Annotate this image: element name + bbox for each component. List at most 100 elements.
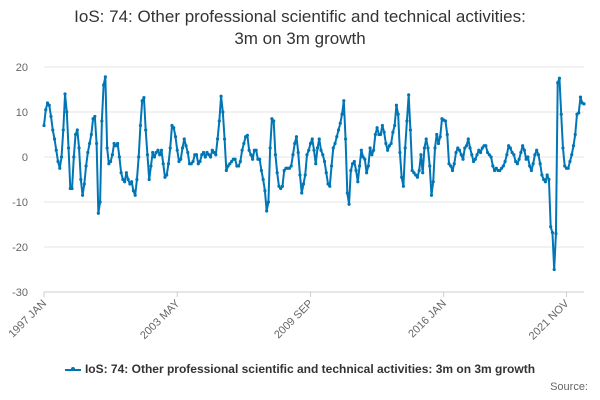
- data-point[interactable]: [314, 162, 318, 166]
- data-point[interactable]: [321, 153, 325, 157]
- data-point[interactable]: [338, 121, 342, 125]
- data-point[interactable]: [44, 108, 48, 112]
- data-point[interactable]: [77, 146, 81, 150]
- data-point[interactable]: [80, 193, 85, 197]
- data-point[interactable]: [145, 153, 150, 157]
- data-point[interactable]: [54, 148, 58, 152]
- data-point[interactable]: [272, 119, 276, 123]
- data-point[interactable]: [194, 153, 199, 157]
- data-point[interactable]: [172, 126, 176, 130]
- data-point[interactable]: [293, 141, 297, 146]
- data-point[interactable]: [112, 141, 116, 146]
- data-point[interactable]: [447, 162, 451, 166]
- data-point[interactable]: [166, 162, 171, 166]
- data-point[interactable]: [161, 162, 165, 166]
- data-point[interactable]: [180, 146, 185, 150]
- data-point[interactable]: [352, 159, 356, 164]
- data-point[interactable]: [280, 184, 285, 188]
- data-point[interactable]: [70, 186, 74, 191]
- data-point[interactable]: [86, 150, 90, 155]
- data-point[interactable]: [58, 166, 62, 170]
- data-point[interactable]: [300, 191, 304, 195]
- data-point[interactable]: [354, 168, 358, 173]
- data-point[interactable]: [137, 155, 141, 159]
- data-point[interactable]: [515, 162, 519, 166]
- data-point[interactable]: [49, 114, 53, 119]
- data-point[interactable]: [566, 166, 570, 170]
- data-point[interactable]: [308, 141, 313, 146]
- data-point[interactable]: [391, 130, 395, 134]
- data-point[interactable]: [116, 141, 120, 146]
- data-point[interactable]: [133, 193, 137, 197]
- data-point[interactable]: [322, 159, 327, 164]
- data-point[interactable]: [142, 96, 146, 100]
- data-point[interactable]: [461, 157, 465, 161]
- data-point[interactable]: [528, 164, 532, 168]
- data-point[interactable]: [301, 182, 306, 186]
- data-point[interactable]: [335, 135, 339, 139]
- data-point[interactable]: [103, 75, 107, 79]
- data-point[interactable]: [387, 144, 391, 148]
- data-point[interactable]: [329, 164, 334, 168]
- data-point[interactable]: [123, 180, 127, 184]
- data-point[interactable]: [570, 153, 574, 157]
- data-point[interactable]: [66, 146, 71, 150]
- data-point[interactable]: [219, 94, 223, 98]
- data-point[interactable]: [140, 99, 144, 103]
- data-point[interactable]: [331, 146, 335, 150]
- data-point[interactable]: [89, 132, 93, 137]
- data-point[interactable]: [415, 175, 420, 179]
- data-point[interactable]: [154, 150, 158, 155]
- data-point[interactable]: [305, 153, 309, 157]
- data-point[interactable]: [407, 93, 411, 97]
- data-point[interactable]: [217, 119, 221, 123]
- data-point[interactable]: [131, 189, 136, 193]
- data-point[interactable]: [268, 146, 272, 150]
- data-point[interactable]: [365, 171, 369, 175]
- data-point[interactable]: [277, 184, 281, 188]
- data-point[interactable]: [75, 128, 79, 132]
- data-point[interactable]: [510, 150, 514, 155]
- data-point[interactable]: [73, 132, 78, 137]
- data-point[interactable]: [336, 128, 341, 132]
- data-point[interactable]: [333, 141, 337, 146]
- data-point[interactable]: [494, 166, 498, 170]
- data-point[interactable]: [291, 153, 295, 157]
- data-point[interactable]: [543, 180, 548, 184]
- data-point[interactable]: [480, 146, 484, 150]
- data-point[interactable]: [158, 153, 162, 157]
- data-point[interactable]: [61, 128, 65, 132]
- data-point[interactable]: [72, 155, 76, 159]
- data-point[interactable]: [324, 171, 328, 175]
- data-point[interactable]: [414, 173, 418, 177]
- data-point[interactable]: [429, 193, 434, 197]
- data-point[interactable]: [273, 153, 278, 157]
- data-point[interactable]: [45, 101, 50, 105]
- data-point[interactable]: [124, 171, 128, 175]
- data-point[interactable]: [535, 148, 539, 152]
- data-point[interactable]: [165, 173, 169, 177]
- data-point[interactable]: [258, 157, 262, 161]
- data-point[interactable]: [347, 202, 351, 206]
- data-point[interactable]: [210, 148, 214, 152]
- data-point[interactable]: [489, 155, 493, 159]
- data-point[interactable]: [230, 159, 234, 164]
- data-point[interactable]: [177, 159, 181, 164]
- data-point[interactable]: [498, 168, 502, 173]
- data-point[interactable]: [266, 200, 271, 204]
- data-point[interactable]: [186, 150, 190, 155]
- data-point[interactable]: [389, 141, 393, 146]
- data-point[interactable]: [552, 267, 556, 272]
- data-point[interactable]: [91, 117, 95, 121]
- data-point[interactable]: [179, 157, 183, 161]
- data-point[interactable]: [245, 133, 249, 137]
- data-point[interactable]: [203, 155, 207, 159]
- data-point[interactable]: [452, 162, 456, 166]
- data-point[interactable]: [422, 146, 427, 150]
- data-point[interactable]: [196, 162, 200, 166]
- data-point[interactable]: [79, 177, 83, 182]
- data-point[interactable]: [175, 148, 179, 152]
- data-point[interactable]: [503, 159, 507, 164]
- data-point[interactable]: [208, 155, 213, 159]
- data-point[interactable]: [568, 159, 572, 164]
